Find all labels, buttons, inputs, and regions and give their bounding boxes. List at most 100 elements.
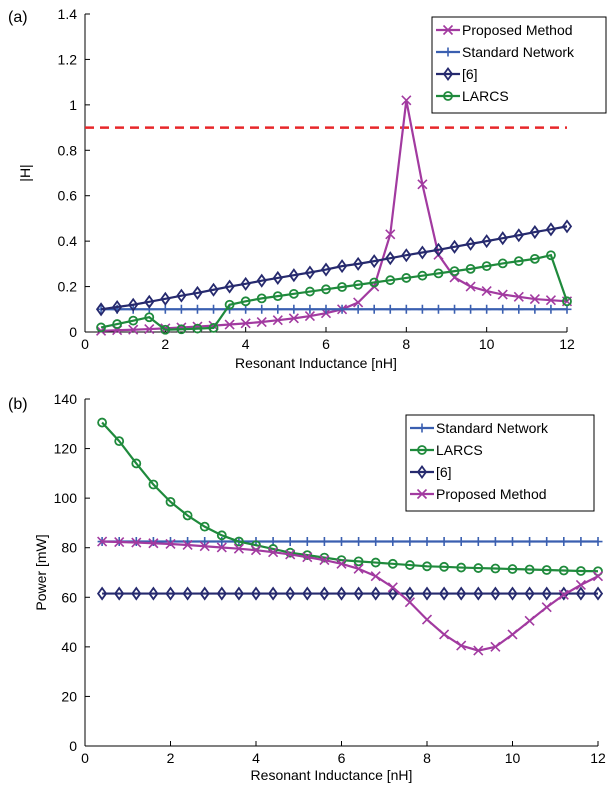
data-point [353,279,364,290]
data-point [497,258,508,269]
data-point [353,556,364,567]
x-tick-label: 2 [161,336,169,352]
y-axis-label: Power [mW] [33,534,49,610]
series-line [100,253,569,331]
y-tick-label: 1.4 [58,6,78,22]
data-point [353,256,364,271]
data-point [240,318,251,329]
data-point [241,304,251,314]
data-point [285,547,296,558]
data-point [370,586,381,601]
data-point [541,602,552,613]
data-point [353,586,364,601]
data-point [508,537,517,547]
chart-panel-b: (b) 0 20 40 60 80 100 120 140 0 2 4 6 8 10 12 Resonant I… [8,391,606,783]
data-point [439,629,450,640]
data-point [433,304,443,314]
data-point [182,510,193,521]
series-standard-network [96,304,572,314]
data-point [289,304,299,314]
data-point [546,250,556,261]
legend-entry: Standard Network [436,420,549,436]
data-point [387,582,398,593]
data-point [224,279,235,294]
data-point [336,259,348,274]
data-point [131,586,142,601]
data-point [165,538,176,550]
data-point [575,586,587,601]
data-point [513,256,524,267]
data-point [319,555,330,566]
data-point [256,293,267,304]
legend-swatch-marker [442,24,454,36]
data-point [514,304,524,314]
data-point [176,324,187,335]
data-point [385,251,396,266]
data-point [268,547,279,558]
data-point [541,586,552,601]
data-point [401,304,411,314]
data-point [148,586,159,601]
data-point [481,234,492,249]
data-point [288,288,299,299]
data-point [288,268,299,283]
data-point [449,266,460,277]
y-tick-label: 0 [69,324,77,340]
data-point [513,291,524,302]
x-tick-label: 10 [505,750,521,766]
data-point [321,284,331,295]
data-point [216,586,227,601]
data-point [558,589,569,600]
data-point [529,225,540,240]
legend-entry: [6] [436,464,452,480]
x-tick-label: 4 [252,750,260,766]
data-point [128,324,139,335]
data-point [114,436,125,447]
legend: Standard Network LARCS [6] Proposed Method [405,414,595,512]
data-point [482,304,492,314]
data-point [285,537,295,547]
x-tick-label: 4 [242,336,250,352]
data-point [272,315,283,326]
data-point [320,262,332,277]
x-tick-label: 10 [479,336,495,352]
data-point [131,458,142,469]
data-point [165,496,176,507]
legend-swatch-marker [442,66,454,82]
data-point [302,552,313,563]
data-point [417,179,428,190]
data-point [417,270,428,281]
data-point [96,322,106,333]
legend-entry: LARCS [436,442,483,458]
data-point [148,538,159,549]
data-point [273,304,283,314]
data-point [285,549,296,560]
data-point [507,586,518,601]
data-point [257,304,267,314]
y-tick-label: 0.2 [58,279,78,295]
data-point [387,586,398,601]
data-point [182,539,193,551]
y-tick-label: 40 [61,639,77,655]
data-point [370,571,381,582]
y-tick-label: 0 [69,738,77,754]
data-point [96,586,108,601]
data-point [224,299,235,310]
data-point [233,536,244,547]
data-point [319,537,329,547]
data-point [200,537,210,547]
data-point [529,293,540,305]
data-point [353,563,364,574]
x-tick-label: 0 [81,336,89,352]
panel-label: (a) [8,9,28,26]
data-point [305,286,315,297]
panel-label: (b) [8,396,28,413]
data-point [490,537,500,547]
data-point [524,586,535,601]
data-point [530,304,540,314]
data-point [182,586,193,601]
data-point [439,537,449,547]
y-tick-label: 0.6 [58,188,78,204]
data-point [433,242,444,257]
data-point [507,629,518,640]
